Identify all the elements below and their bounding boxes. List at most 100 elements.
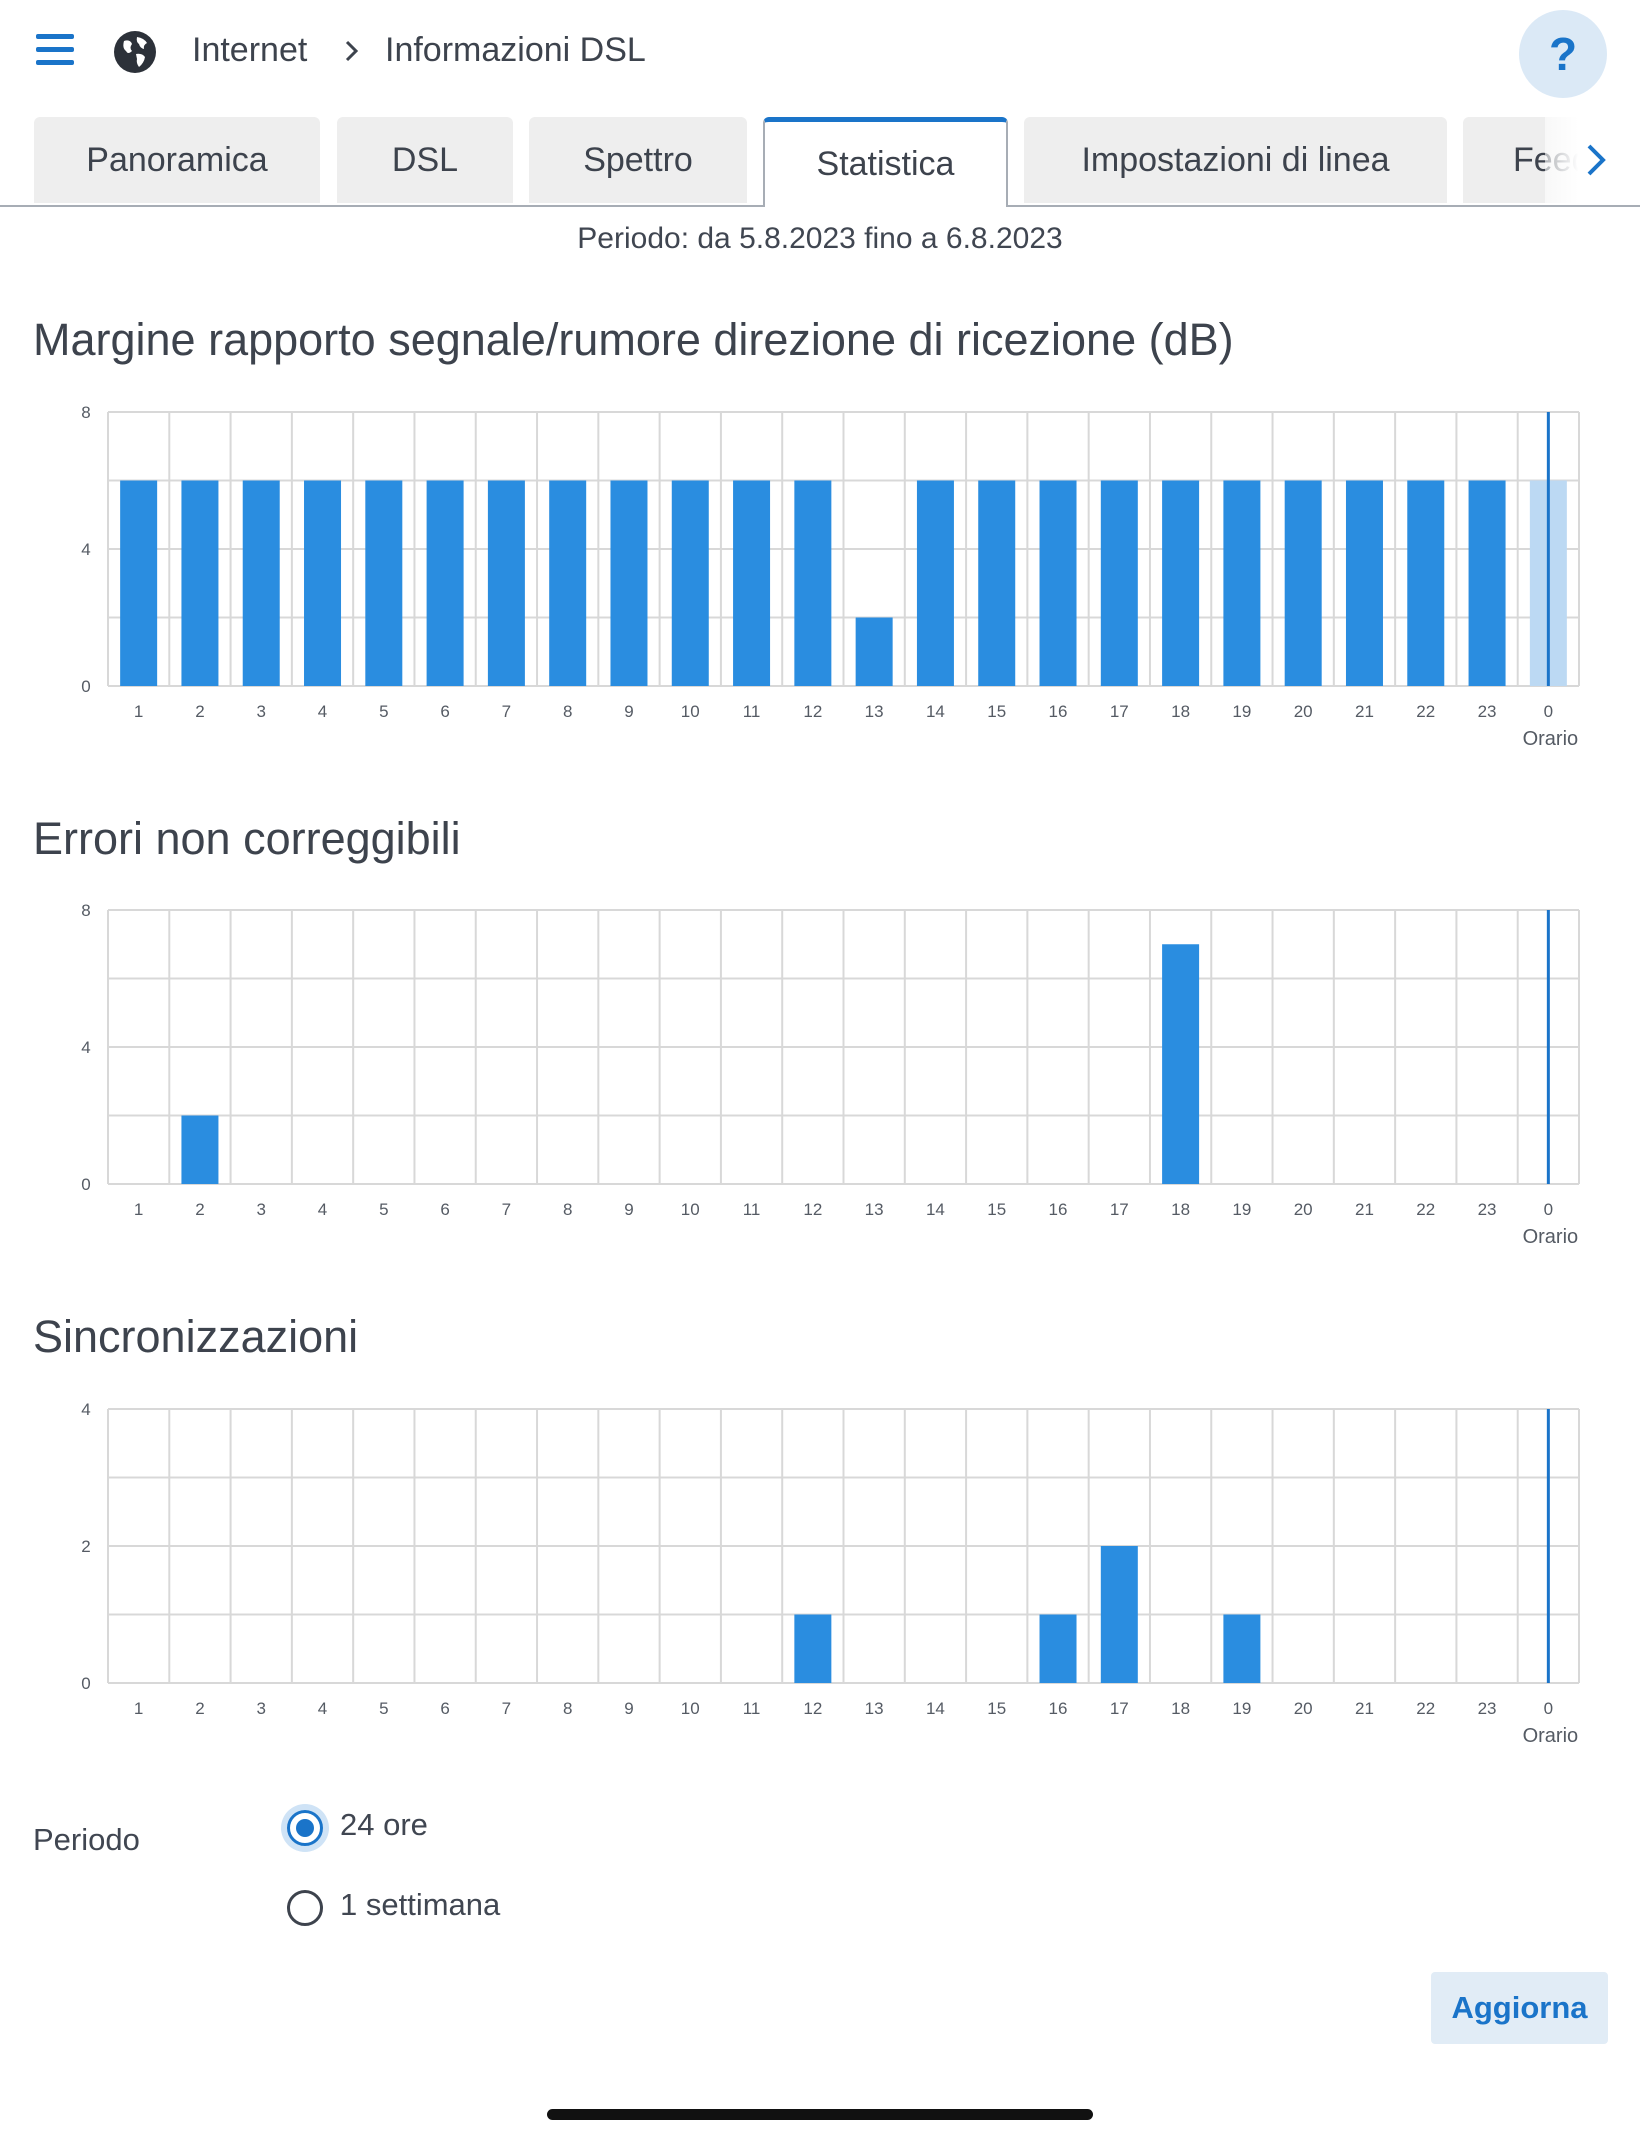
bar-hour-3[interactable] (242, 480, 280, 687)
x-tick-label: 20 (1294, 1699, 1313, 1718)
bar-hour-16[interactable] (1039, 480, 1077, 687)
x-tick-label: 18 (1171, 1200, 1190, 1219)
x-tick-label: 16 (1049, 1200, 1068, 1219)
x-tick-label: 11 (743, 1699, 761, 1718)
bar-hour-9[interactable] (610, 480, 648, 687)
x-tick-label: 18 (1171, 702, 1190, 721)
x-tick-label: 17 (1110, 1699, 1129, 1718)
bar-hour-20[interactable] (1284, 480, 1322, 687)
bar-hour-17[interactable] (1100, 1546, 1138, 1683)
bar-hour-11[interactable] (733, 480, 771, 687)
radio-24-hours-label[interactable]: 24 ore (340, 1807, 428, 1842)
x-tick-label: 19 (1232, 1200, 1251, 1219)
bar-hour-5[interactable] (365, 480, 403, 687)
x-tick-label: 22 (1416, 1200, 1435, 1219)
bar-hour-18[interactable] (1162, 480, 1200, 687)
bar-hour-1[interactable] (120, 480, 158, 687)
bar-hour-13[interactable] (855, 617, 893, 687)
x-tick-label: 0 (1544, 1699, 1553, 1718)
x-tick-label: 3 (256, 1699, 265, 1718)
bar-hour-21[interactable] (1345, 480, 1383, 687)
top-bar: Internet Informazioni DSL ? (0, 0, 1640, 108)
x-tick-label: 12 (803, 1200, 822, 1219)
tab-bar: Panoramica DSL Spettro Statistica Impost… (0, 117, 1640, 207)
x-axis-label: Orario (1523, 1725, 1579, 1747)
bar-hour-2[interactable] (181, 480, 219, 687)
hamburger-menu-icon[interactable] (36, 34, 74, 66)
tab-line-settings[interactable]: Impostazioni di linea (1024, 117, 1447, 203)
x-tick-label: 0 (1544, 702, 1553, 721)
x-tick-label: 5 (379, 1200, 388, 1219)
bar-hour-2[interactable] (181, 1115, 219, 1185)
radio-1-week[interactable] (287, 1890, 323, 1926)
x-tick-label: 15 (987, 702, 1006, 721)
bar-hour-6[interactable] (426, 480, 464, 687)
x-tick-label: 7 (502, 1699, 511, 1718)
x-tick-label: 23 (1478, 1200, 1497, 1219)
period-range-text: Periodo: da 5.8.2023 fino a 6.8.2023 (577, 222, 1063, 255)
bar-hour-10[interactable] (671, 480, 709, 687)
x-tick-label: 7 (502, 1200, 511, 1219)
x-tick-label: 5 (379, 702, 388, 721)
x-tick-label: 15 (987, 1699, 1006, 1718)
bar-hour-17[interactable] (1100, 480, 1138, 687)
x-tick-label: 6 (440, 1699, 449, 1718)
y-tick-label: 8 (81, 403, 90, 422)
x-tick-label: 17 (1110, 702, 1129, 721)
breadcrumb-internet[interactable]: Internet (192, 31, 308, 69)
x-tick-label: 14 (926, 1200, 945, 1219)
bar-hour-12[interactable] (794, 480, 832, 687)
y-tick-label: 4 (81, 540, 90, 559)
x-tick-label: 21 (1355, 1200, 1374, 1219)
refresh-button[interactable]: Aggiorna (1431, 1972, 1608, 2044)
x-tick-label: 16 (1049, 1699, 1068, 1718)
y-tick-label: 0 (81, 1674, 90, 1693)
x-tick-label: 20 (1294, 702, 1313, 721)
radio-24-hours[interactable] (287, 1810, 323, 1846)
bar-hour-18[interactable] (1162, 944, 1200, 1184)
x-tick-label: 2 (195, 1699, 204, 1718)
tabs-scroll-right-button[interactable] (1545, 117, 1640, 203)
synchronizations-chart-title: Sincronizzazioni (33, 1311, 359, 1362)
bar-hour-16[interactable] (1039, 1614, 1077, 1684)
bar-hour-14[interactable] (916, 480, 954, 687)
x-tick-label: 5 (379, 1699, 388, 1718)
x-tick-label: 6 (440, 702, 449, 721)
x-tick-label: 15 (987, 1200, 1006, 1219)
bar-hour-4[interactable] (304, 480, 342, 687)
tab-dsl[interactable]: DSL (337, 117, 513, 203)
radio-1-week-label[interactable]: 1 settimana (340, 1887, 501, 1922)
x-tick-label: 11 (743, 1200, 761, 1219)
tab-spectrum[interactable]: Spettro (529, 117, 747, 203)
bar-hour-15[interactable] (978, 480, 1016, 687)
bar-hour-8[interactable] (549, 480, 587, 687)
x-tick-label: 18 (1171, 1699, 1190, 1718)
x-tick-label: 1 (134, 1200, 143, 1219)
bar-hour-22[interactable] (1407, 480, 1445, 687)
bar-hour-12[interactable] (794, 1614, 832, 1684)
chevron-right-icon (345, 40, 359, 62)
x-tick-label: 22 (1416, 1699, 1435, 1718)
bar-hour-23[interactable] (1468, 480, 1506, 687)
bar-hour-19[interactable] (1223, 1614, 1261, 1684)
x-tick-label: 13 (865, 702, 884, 721)
x-tick-label: 23 (1478, 702, 1497, 721)
x-tick-label: 8 (563, 1200, 572, 1219)
bar-hour-19[interactable] (1223, 480, 1261, 687)
x-tick-label: 4 (318, 1200, 327, 1219)
x-tick-label: 22 (1416, 702, 1435, 721)
x-tick-label: 4 (318, 702, 327, 721)
x-tick-label: 23 (1478, 1699, 1497, 1718)
x-tick-label: 19 (1232, 1699, 1251, 1718)
x-tick-label: 9 (624, 702, 633, 721)
x-tick-label: 9 (624, 1699, 633, 1718)
tab-overview[interactable]: Panoramica (34, 117, 320, 203)
bar-hour-7[interactable] (487, 480, 525, 687)
tab-statistics[interactable]: Statistica (763, 117, 1008, 207)
period-label: Periodo (33, 1822, 140, 1857)
help-button[interactable]: ? (1519, 10, 1607, 98)
x-tick-label: 3 (256, 702, 265, 721)
